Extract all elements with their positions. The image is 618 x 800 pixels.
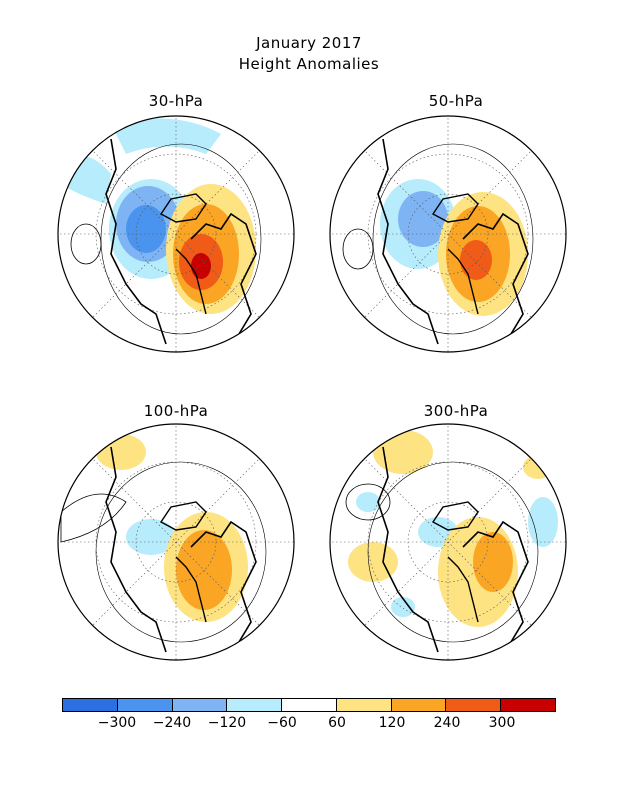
anomaly-negative-moderate — [398, 191, 448, 247]
colorbar-cell — [336, 699, 392, 711]
coastline — [159, 193, 207, 223]
anomaly-positive-extreme — [191, 253, 211, 279]
colorbar-tick-label: −120 — [207, 715, 247, 731]
panel-label-50hpa: 50-hPa — [428, 92, 484, 110]
coastline — [447, 248, 479, 315]
colorbar-tick-label: 60 — [328, 715, 346, 731]
coastline — [190, 212, 257, 340]
contour-line — [372, 143, 534, 335]
coastline — [431, 501, 479, 531]
anomaly-negative-weak — [126, 519, 176, 555]
coastline — [377, 446, 439, 653]
polar-map-100hpa — [57, 423, 295, 661]
colorbar-tick-label: 300 — [488, 715, 516, 731]
anomaly-positive-weak — [96, 434, 146, 470]
colorbar-cell — [117, 699, 173, 711]
anomaly-negative-strong — [126, 205, 166, 253]
anomaly-positive-weak — [523, 455, 553, 479]
polar-map-30hpa — [57, 115, 295, 353]
contour-line — [342, 228, 374, 270]
figure-subtitle: Height Anomalies — [238, 55, 380, 73]
panel-label-30hpa: 30-hPa — [148, 92, 204, 110]
meridian-line — [362, 456, 534, 628]
colorbar-cell — [282, 699, 337, 711]
coastline — [105, 446, 167, 653]
anomaly-positive-moderate — [473, 532, 513, 592]
coastline — [447, 556, 479, 623]
coastline — [431, 193, 479, 223]
anomaly-positive-weak — [348, 542, 398, 582]
colorbar-tick-label: −240 — [152, 715, 192, 731]
coastline — [462, 520, 529, 648]
colorbar-cell — [391, 699, 447, 711]
anomaly-positive-strong — [460, 240, 492, 280]
map-boundary — [57, 115, 295, 353]
anomaly-negative-weak — [356, 492, 380, 512]
colorbar-cell — [227, 699, 283, 711]
colorbar-tick-label: 240 — [433, 715, 461, 731]
map-boundary — [57, 423, 295, 661]
meridian-line — [90, 148, 262, 320]
anomaly-negative-weak — [528, 497, 558, 547]
polar-map-50hpa — [329, 115, 567, 353]
panel-label-300hpa: 300-hPa — [423, 402, 489, 420]
colorbar-cell — [63, 699, 118, 711]
colorbar-tick-label: −300 — [97, 715, 137, 731]
colorbar-cell — [501, 699, 556, 711]
coastline — [159, 501, 207, 531]
anomaly-positive-moderate — [176, 530, 232, 610]
contour-line — [345, 483, 391, 521]
map-boundary — [329, 423, 567, 661]
map-boundary — [329, 115, 567, 353]
contour-line — [60, 493, 127, 543]
meridian-line — [90, 456, 262, 628]
panel-label-100hpa: 100-hPa — [143, 402, 209, 420]
meridian-line — [362, 148, 534, 320]
coastline — [175, 248, 207, 315]
colorbar-legend — [62, 698, 556, 712]
colorbar-tick-label: 120 — [378, 715, 406, 731]
coastline — [377, 138, 439, 345]
coastline — [462, 212, 529, 340]
polar-map-300hpa — [329, 423, 567, 661]
coastline — [190, 520, 257, 648]
colorbar-tick-label: −60 — [267, 715, 297, 731]
figure-title: January 2017 — [256, 34, 362, 52]
anomaly-negative-weak — [391, 597, 415, 617]
colorbar-cell — [172, 699, 228, 711]
contour-line — [100, 143, 262, 335]
colorbar-cell — [446, 699, 502, 711]
coastline — [105, 138, 167, 345]
coastline — [175, 556, 207, 623]
